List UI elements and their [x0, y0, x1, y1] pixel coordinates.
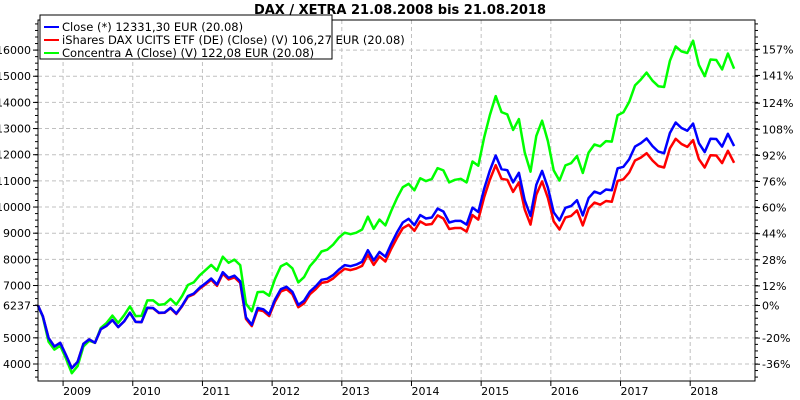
left-tick-label: 13000: [0, 123, 31, 136]
left-tick-label: 6237: [3, 299, 31, 312]
series-group: [36, 39, 736, 375]
left-tick-label: 16000: [0, 44, 31, 57]
legend-entry: Concentra A (Close) (V) 122,08 EUR (20.0…: [62, 46, 314, 60]
right-tick-label: -36%: [762, 358, 790, 371]
left-tick-label: 5000: [3, 332, 31, 345]
left-tick-label: 14000: [0, 96, 31, 109]
x-tick-label: 2011: [202, 385, 230, 398]
series-line-0: [36, 121, 736, 370]
legend-entry: Close (*) 12331,30 EUR (20.08): [62, 20, 243, 34]
left-tick-label: 9000: [3, 227, 31, 240]
plot-frame: [37, 19, 756, 382]
series-line-2: [36, 39, 736, 375]
right-tick-label: 124%: [762, 97, 793, 110]
legend-box: [39, 14, 333, 60]
x-tick-label: 2015: [481, 385, 509, 398]
left-tick-label: 15000: [0, 70, 31, 83]
right-tick-label: 28%: [762, 254, 786, 267]
x-tick-label: 2016: [551, 385, 579, 398]
right-tick-label: 141%: [762, 69, 793, 82]
right-tick-label: 44%: [762, 228, 786, 241]
x-tick-label: 2017: [621, 385, 649, 398]
left-tick-label: 12000: [0, 149, 31, 162]
right-tick-label: 0%: [762, 299, 779, 312]
right-tick-label: -20%: [762, 332, 790, 345]
right-tick-label: 60%: [762, 202, 786, 215]
x-tick-label: 2009: [63, 385, 91, 398]
left-tick-label: 11000: [0, 175, 31, 188]
x-tick-label: 2013: [342, 385, 370, 398]
x-tick-label: 2012: [272, 385, 300, 398]
right-tick-label: 12%: [762, 280, 786, 293]
legend-entry: iShares DAX UCITS ETF (DE) (Close) (V) 1…: [62, 33, 405, 47]
axes: 4000 5000 6237 7000 8000 9000 10000 11000 12000 1…: [0, 19, 793, 398]
right-tick-label: 157%: [762, 43, 793, 56]
left-tick-label: 8000: [3, 253, 31, 266]
left-tick-label: 4000: [3, 358, 31, 371]
chart-title: DAX / XETRA 21.08.2008 bis 21.08.2018: [254, 3, 546, 18]
right-tick-label: 108%: [762, 123, 793, 136]
right-tick-label: 76%: [762, 175, 786, 188]
left-tick-label: 10000: [0, 201, 31, 214]
legend: Close (*) 12331,30 EUR (20.08)iShares DA…: [39, 14, 405, 60]
x-tick-label: 2018: [690, 385, 718, 398]
left-tick-label: 7000: [3, 280, 31, 293]
x-tick-label: 2010: [133, 385, 161, 398]
x-tick-label: 2014: [411, 385, 439, 398]
right-tick-label: 92%: [762, 149, 786, 162]
